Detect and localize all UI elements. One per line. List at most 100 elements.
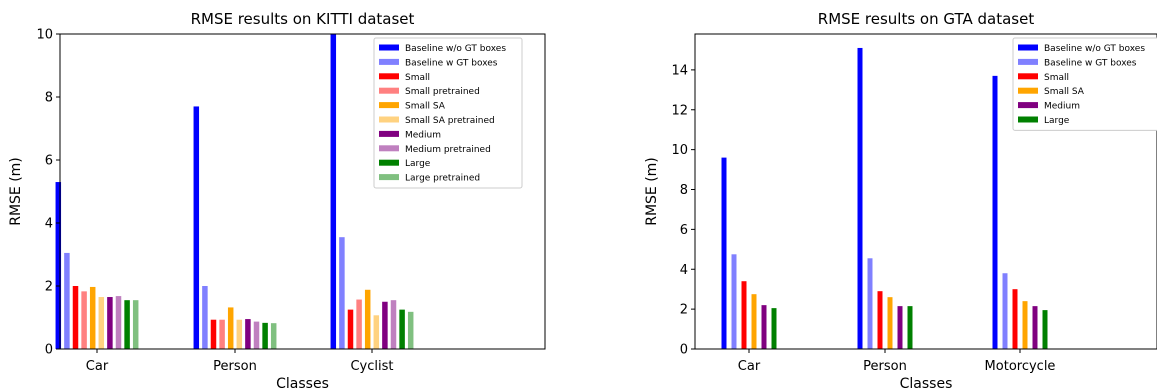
gta-y-tick-label: 2 <box>680 303 688 318</box>
kitti-plot-frame <box>59 33 546 350</box>
kitti-bar <box>236 319 243 349</box>
gta-legend-label: Baseline w/o GT boxes <box>1044 44 1145 54</box>
kitti-legend-box <box>373 37 523 189</box>
gta-bar <box>867 258 873 349</box>
kitti-y-tick-label: 10 <box>36 28 53 43</box>
kitti-bar <box>89 286 96 349</box>
kitti-bar <box>115 296 122 349</box>
kitti-bar <box>193 106 200 349</box>
kitti-bar <box>339 237 345 349</box>
gta-bar <box>771 308 777 349</box>
gta-bar <box>761 305 767 349</box>
gta-y-tick-label: 0 <box>680 343 688 358</box>
kitti-x-axis-label: Classes <box>276 376 329 391</box>
gta-legend-label: Medium <box>1044 102 1080 112</box>
kitti-bar <box>356 299 362 349</box>
gta-legend-swatch <box>1018 102 1038 109</box>
kitti-legend-label: Small <box>405 73 430 83</box>
kitti-bar <box>347 309 354 349</box>
gta-y-tick-label: 6 <box>680 223 688 238</box>
kitti-bar <box>253 321 260 349</box>
kitti-chart-title: RMSE results on KITTI dataset <box>191 10 415 28</box>
gta-x-tick-label: Person <box>863 359 907 374</box>
kitti-legend-swatch <box>379 116 399 123</box>
gta-bar <box>731 254 737 349</box>
kitti-bar <box>72 286 79 349</box>
kitti-bar <box>55 182 62 349</box>
kitti-bar <box>202 286 208 349</box>
gta-y-tick-label: 4 <box>680 263 688 278</box>
kitti-legend-swatch <box>379 130 399 137</box>
gta-chart-title: RMSE results on GTA dataset <box>818 10 1035 28</box>
kitti-bar <box>364 289 371 349</box>
kitti-x-tick-label: Cyclist <box>350 359 393 374</box>
kitti-bar <box>132 300 139 349</box>
kitti-legend-swatch <box>379 87 399 94</box>
kitti-legend-label: Medium pretrained <box>405 145 491 155</box>
gta-x-tick-label: Motorcycle <box>985 359 1056 374</box>
kitti-bar <box>64 252 70 349</box>
kitti-legend-label: Small SA pretrained <box>405 116 495 126</box>
kitti-legend-label: Small pretrained <box>405 87 480 97</box>
kitti-bar <box>270 323 277 349</box>
kitti-legend-swatch <box>379 73 399 80</box>
gta-y-tick-label: 14 <box>671 63 688 78</box>
gta-y-tick-label: 10 <box>671 143 688 158</box>
kitti-bar <box>373 315 380 349</box>
gta-bar <box>751 294 757 349</box>
gta-bar <box>1002 273 1008 349</box>
kitti-legend-label: Medium <box>405 130 441 140</box>
kitti-legend-swatch <box>379 58 399 65</box>
gta-legend-swatch <box>1018 116 1038 123</box>
gta-bar <box>1022 301 1028 349</box>
gta-legend-swatch <box>1018 44 1038 51</box>
gta-chart: RMSE results on GTA dataset Classes RMSE… <box>644 10 1157 391</box>
gta-bar <box>1032 306 1038 349</box>
gta-legend: Baseline w/o GT boxes Baseline w GT boxes… <box>1012 37 1157 131</box>
kitti-y-tick-label: 4 <box>45 217 53 232</box>
kitti-x-tick-label: Person <box>213 359 257 374</box>
kitti-bar <box>227 307 234 349</box>
kitti-bar <box>245 319 251 349</box>
kitti-y-tick-label: 8 <box>45 91 53 106</box>
kitti-x-tick-label: Car <box>86 359 109 374</box>
kitti-y-tick-label: 6 <box>45 154 53 169</box>
gta-legend-label: Baseline w GT boxes <box>1044 58 1137 68</box>
gta-x-tick-label: Car <box>738 359 761 374</box>
kitti-y-tick-label: 0 <box>45 343 53 358</box>
gta-legend-box <box>1012 37 1157 131</box>
gta-y-axis-label: RMSE (m) <box>644 157 660 226</box>
kitti-bar <box>219 319 225 349</box>
kitti-legend-label: Small SA <box>405 102 446 112</box>
gta-y-tick-label: 8 <box>680 183 688 198</box>
kitti-bar <box>390 300 397 349</box>
kitti-bar <box>107 297 113 349</box>
gta-bar <box>1042 310 1048 349</box>
gta-bar <box>877 291 883 349</box>
kitti-y-tick-label: 2 <box>45 280 53 295</box>
gta-bar <box>857 47 863 350</box>
kitti-bar <box>399 309 405 349</box>
gta-bar <box>721 157 727 349</box>
gta-legend-label: Small SA <box>1044 87 1085 97</box>
gta-bar <box>887 297 893 349</box>
gta-legend-label: Small <box>1044 73 1069 83</box>
kitti-legend-label: Baseline w/o GT boxes <box>405 44 506 54</box>
kitti-bar <box>124 300 130 349</box>
kitti-bar <box>407 311 414 349</box>
gta-bar <box>741 281 747 349</box>
kitti-y-axis-label: RMSE (m) <box>8 157 24 226</box>
kitti-bar <box>81 291 87 349</box>
gta-x-axis-label: Classes <box>900 376 953 391</box>
gta-legend-swatch <box>1018 58 1038 65</box>
gta-bar <box>1012 289 1018 349</box>
kitti-chart: RMSE results on KITTI dataset Classes RM… <box>8 10 546 391</box>
kitti-bar <box>262 322 268 349</box>
gta-legend-swatch <box>1018 87 1038 94</box>
gta-legend-swatch <box>1018 73 1038 80</box>
gta-bar <box>897 306 903 349</box>
kitti-legend-label: Baseline w GT boxes <box>405 58 498 68</box>
kitti-legend-swatch <box>379 174 399 181</box>
kitti-bar <box>210 319 217 349</box>
